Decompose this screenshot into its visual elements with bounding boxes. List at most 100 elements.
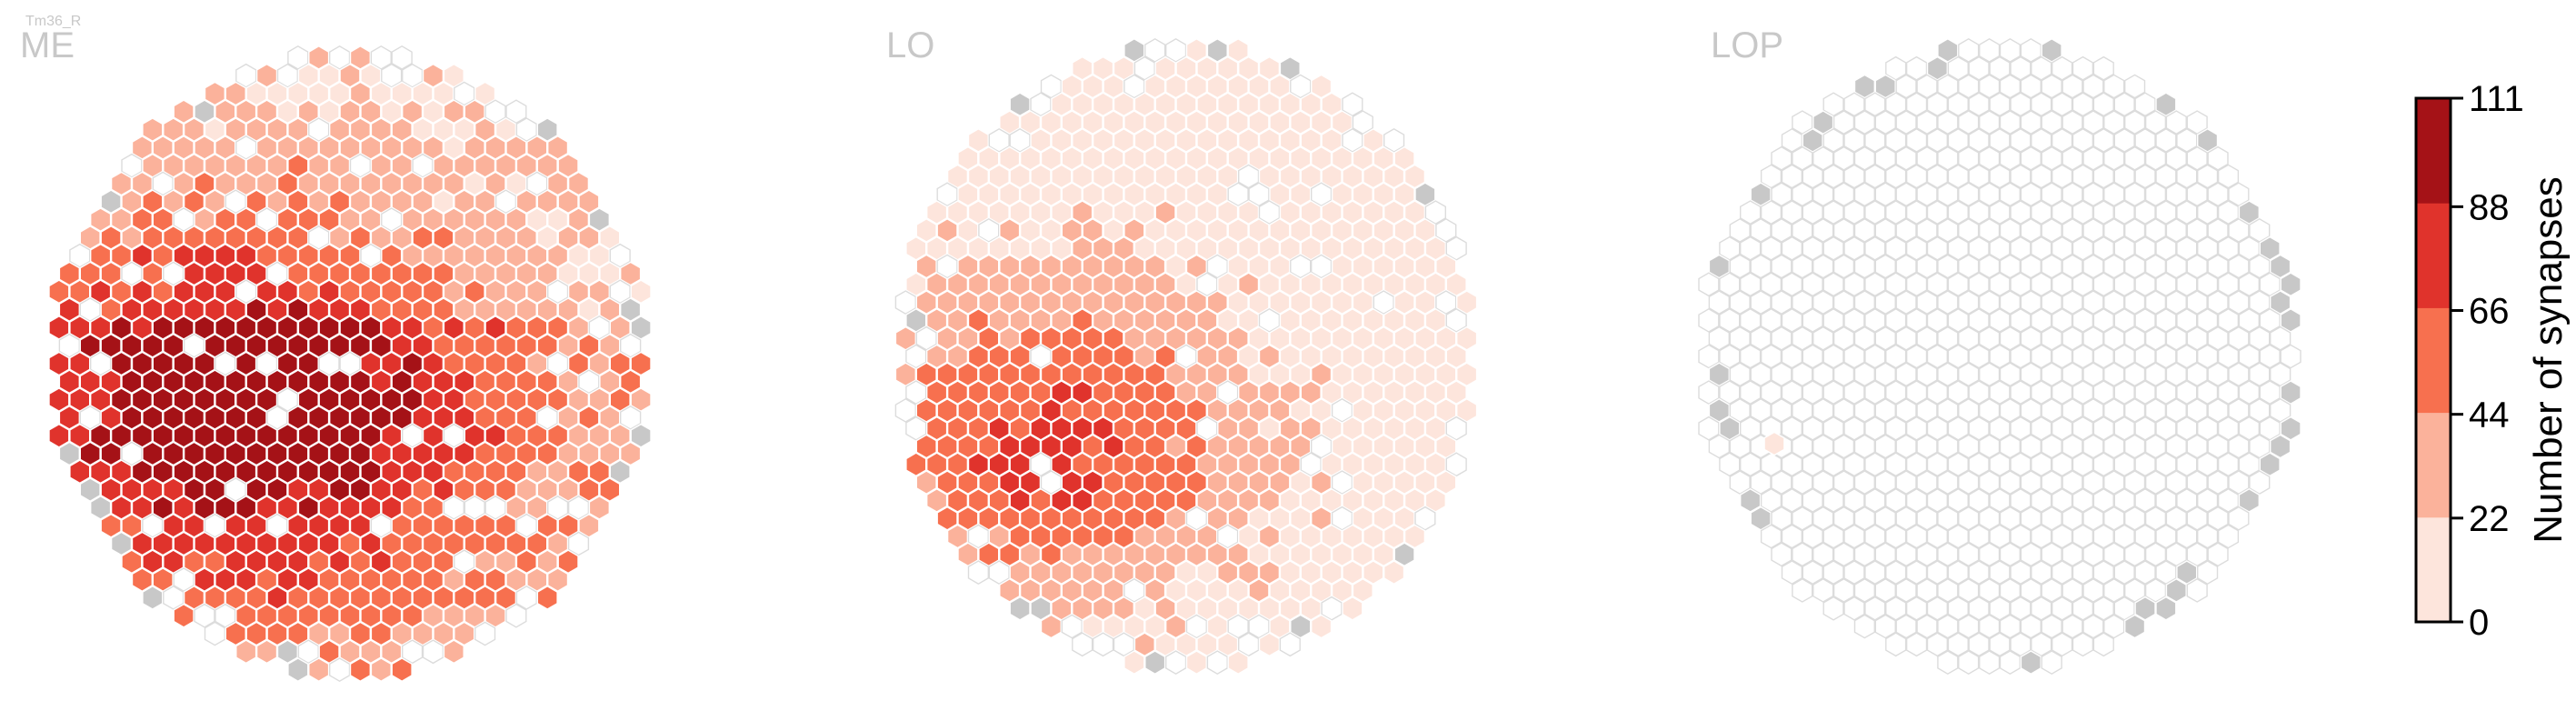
hex-column bbox=[2020, 325, 2042, 351]
hex-column bbox=[1040, 145, 1063, 171]
hex-column bbox=[215, 207, 236, 233]
hex-column bbox=[1895, 74, 1917, 99]
hex-column bbox=[1874, 325, 1896, 351]
hex-column bbox=[1771, 542, 1792, 567]
hex-column bbox=[999, 506, 1021, 531]
hex-column bbox=[381, 531, 403, 556]
hex-column bbox=[1885, 596, 1907, 621]
hex-column bbox=[1383, 272, 1405, 297]
hex-column bbox=[1435, 470, 1457, 496]
hex-column bbox=[515, 369, 537, 395]
hex-column bbox=[588, 207, 610, 233]
hex-column bbox=[2020, 470, 2042, 496]
hex-column bbox=[1968, 380, 1990, 406]
hex-column bbox=[1978, 650, 2001, 676]
hex-column bbox=[1393, 362, 1415, 387]
hex-column bbox=[1968, 235, 1990, 261]
hex-column bbox=[2092, 127, 2114, 153]
hex-column bbox=[1812, 577, 1834, 603]
hex-column bbox=[1237, 560, 1260, 586]
hex-column bbox=[1792, 182, 1813, 207]
hex-column bbox=[1227, 254, 1249, 279]
hex-column bbox=[308, 657, 330, 683]
hex-column bbox=[1822, 380, 1844, 406]
hex-column bbox=[2176, 235, 2198, 261]
hex-column bbox=[1729, 217, 1751, 243]
hex-column bbox=[1832, 506, 1855, 531]
hex-column bbox=[1082, 614, 1103, 639]
hex-column bbox=[905, 344, 927, 369]
hex-column bbox=[1937, 362, 1959, 387]
hex-column bbox=[308, 117, 330, 143]
hex-column bbox=[2238, 452, 2261, 477]
hex-column bbox=[1373, 397, 1394, 423]
hex-column bbox=[1269, 254, 1291, 279]
hex-column bbox=[578, 369, 600, 395]
hex-column bbox=[1103, 362, 1124, 387]
hex-column bbox=[1978, 542, 2001, 567]
hex-column bbox=[1864, 560, 1886, 586]
hex-column bbox=[1051, 164, 1073, 189]
hex-column bbox=[2082, 145, 2104, 171]
hex-column bbox=[1269, 614, 1291, 639]
hex-column bbox=[163, 549, 185, 575]
hex-column bbox=[422, 243, 444, 268]
hex-column bbox=[1393, 290, 1415, 315]
hex-column bbox=[1061, 506, 1083, 531]
hex-column bbox=[1113, 452, 1135, 477]
hex-column bbox=[1206, 37, 1228, 63]
hex-column bbox=[2031, 164, 2052, 189]
hex-column bbox=[1206, 506, 1228, 531]
hex-column bbox=[412, 513, 434, 538]
hex-column bbox=[235, 63, 257, 88]
hex-column bbox=[2249, 397, 2271, 423]
hex-column bbox=[1051, 92, 1073, 117]
hex-column bbox=[1383, 452, 1405, 477]
hex-column bbox=[173, 207, 195, 233]
hex-column bbox=[297, 315, 319, 340]
hex-column bbox=[505, 459, 527, 485]
hex-grid-lop bbox=[1698, 37, 2301, 676]
hex-column bbox=[1352, 577, 1373, 603]
hex-column bbox=[318, 423, 340, 448]
hex-column bbox=[494, 297, 517, 323]
hex-column bbox=[1383, 416, 1405, 441]
hex-column bbox=[245, 225, 267, 250]
hex-column bbox=[474, 153, 496, 178]
hex-column bbox=[2207, 506, 2229, 531]
hex-column bbox=[1771, 362, 1792, 387]
hex-column bbox=[1072, 487, 1093, 513]
hex-column bbox=[2103, 145, 2125, 171]
hex-column bbox=[360, 423, 382, 448]
hex-column bbox=[1123, 74, 1145, 99]
hex-column bbox=[1771, 254, 1792, 279]
hex-column bbox=[48, 279, 70, 305]
hex-column bbox=[454, 81, 475, 106]
hex-column bbox=[318, 495, 340, 520]
hex-column bbox=[1019, 254, 1042, 279]
hex-column bbox=[255, 639, 278, 665]
hex-column bbox=[536, 297, 558, 323]
hex-column bbox=[1019, 362, 1042, 387]
hex-column bbox=[142, 117, 164, 143]
hex-column bbox=[1383, 380, 1405, 406]
hex-column bbox=[915, 434, 937, 459]
hex-column bbox=[2186, 110, 2208, 135]
hex-column bbox=[1185, 470, 1208, 496]
hex-column bbox=[297, 387, 319, 413]
hex-column bbox=[1227, 614, 1249, 639]
hex-column bbox=[2249, 470, 2271, 496]
hex-column bbox=[1290, 217, 1312, 243]
hex-column bbox=[1926, 596, 1949, 621]
hex-column bbox=[1989, 524, 2011, 549]
hex-column bbox=[1999, 542, 2022, 567]
hex-column bbox=[2020, 397, 2042, 423]
hex-column bbox=[1237, 307, 1260, 333]
hex-column bbox=[131, 315, 154, 340]
hex-column bbox=[121, 405, 143, 430]
hex-column bbox=[412, 549, 434, 575]
hex-column bbox=[1217, 164, 1239, 189]
hex-column bbox=[1342, 596, 1363, 621]
hex-column bbox=[2103, 434, 2125, 459]
hex-column bbox=[412, 81, 434, 106]
